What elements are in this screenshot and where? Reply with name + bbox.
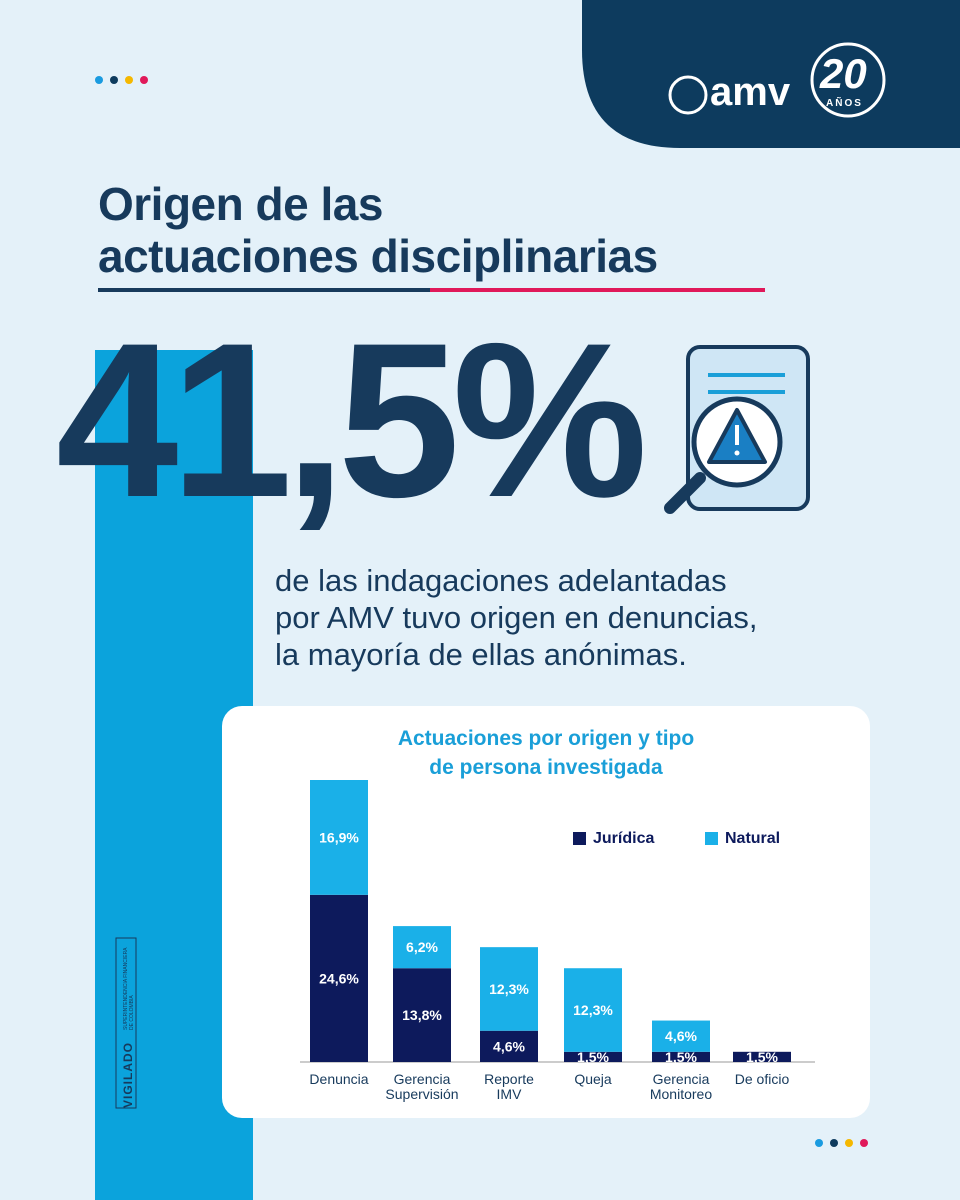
bar-segment (652, 1051, 710, 1062)
vigilado: VIGILADO (121, 1041, 135, 1108)
title: Origen de las (98, 178, 383, 230)
value-label: 16,9% (319, 829, 359, 845)
logo-years: AÑOS (826, 98, 863, 109)
x-tick-label: Denuncia (309, 1071, 369, 1087)
bar-segment (310, 780, 368, 895)
bar-segment (564, 1051, 622, 1062)
value-label: 1,5% (665, 1049, 697, 1065)
x-tick-label: Queja (574, 1071, 612, 1087)
logo-icon (668, 75, 708, 115)
value-label: 6,2% (406, 939, 438, 955)
bar-segment (564, 968, 622, 1052)
title: actuaciones disciplinarias (98, 230, 658, 282)
bar-segment (480, 1030, 538, 1062)
dots-top (95, 76, 148, 84)
document-icon (664, 345, 810, 514)
value-label: 12,3% (489, 981, 529, 997)
legend-swatch (573, 832, 586, 845)
value-label: 12,3% (573, 1002, 613, 1018)
chart-card (222, 706, 870, 1118)
bar-segment (393, 968, 451, 1062)
legend-label: Jurídica (593, 830, 655, 847)
description: de las indagaciones adelantadas por AMV … (275, 563, 758, 672)
bar-segment (480, 947, 538, 1031)
legend-swatch (705, 832, 718, 845)
bar-segment (652, 1020, 710, 1052)
chart-title: Actuaciones por origen y tipo de persona… (397, 727, 695, 779)
dots-bottom (815, 1139, 868, 1147)
x-tick-label: Reporte IMV (484, 1071, 534, 1102)
value-label: 1,5% (746, 1049, 778, 1065)
legend-label: Natural (725, 830, 781, 847)
value-label: 1,5% (577, 1049, 609, 1065)
vigilado-frame (115, 937, 137, 1109)
highlight-number: 41,5% (56, 297, 648, 543)
logo-ring (810, 42, 886, 118)
x-tick-label: Gerencia Supervisión (385, 1071, 459, 1102)
bar-segment (310, 894, 368, 1062)
value-label: 4,6% (665, 1028, 697, 1044)
logo-text: amv (710, 70, 791, 114)
logo-number: 20 (820, 50, 867, 97)
bar-segment (393, 926, 451, 969)
bar-segment (733, 1051, 791, 1062)
value-label: 4,6% (493, 1038, 525, 1054)
x-tick-label: De oficio (734, 1071, 790, 1087)
value-label: 24,6% (319, 970, 359, 986)
vigilado-entity: SUPERINTENDENCIA FINANCIERA DE COLOMBIA (123, 947, 135, 1030)
underline (430, 288, 765, 292)
value-label: 13,8% (402, 1007, 442, 1023)
x-tick-label: Gerencia Monitoreo (649, 1071, 713, 1102)
underline (98, 288, 430, 292)
